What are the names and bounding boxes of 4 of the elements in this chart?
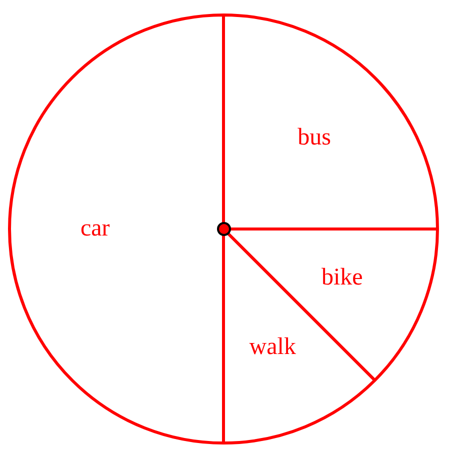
slice-label: bike	[321, 264, 363, 290]
slice-label: car	[80, 215, 110, 242]
slice-label: walk	[249, 334, 296, 360]
slice-label: bus	[298, 124, 331, 151]
